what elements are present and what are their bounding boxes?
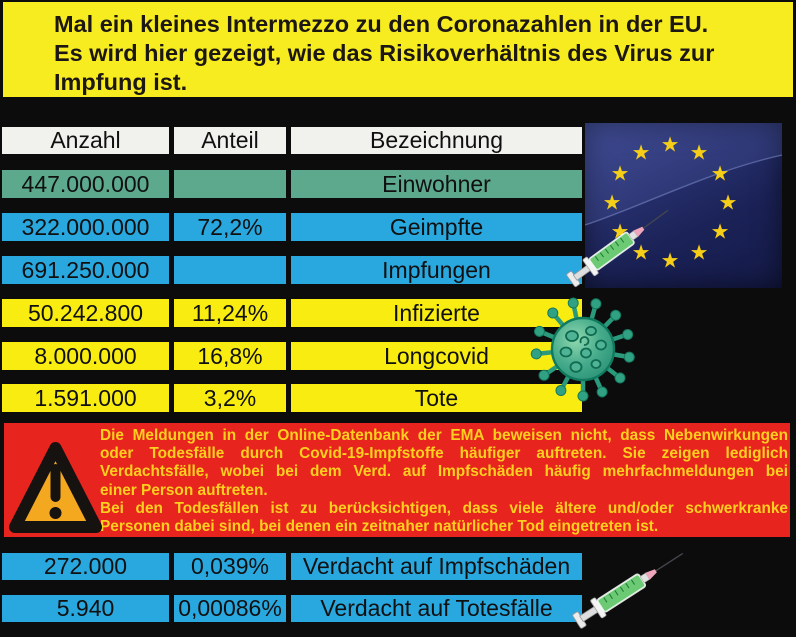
column-divider (169, 213, 174, 241)
cell-anzahl: 5.940 (56, 595, 115, 621)
column-divider (169, 342, 174, 370)
eu-star-icon (611, 164, 630, 185)
column-header-bezeichnung: Bezeichnung (370, 127, 503, 153)
eu-star-icon (690, 243, 709, 264)
cell-anzahl: 447.000.000 (21, 170, 150, 197)
column-divider (169, 384, 174, 412)
warning-line: Personen dabei sind, bei denen ein zeitn… (100, 518, 659, 536)
eu-star-icon (603, 193, 622, 214)
cell-anteil (174, 256, 286, 284)
cell-anzahl: 8.000.000 (34, 342, 137, 369)
eu-star-icon (690, 143, 709, 164)
cell-bezeichnung: Tote (414, 384, 459, 411)
cell-bezeichnung: Verdacht auf Impfschäden (302, 553, 571, 579)
cell-bezeichnung: Infizierte (393, 299, 480, 326)
column-divider (286, 384, 291, 412)
cell-bezeichnung: Einwohner (382, 170, 491, 197)
warning-line: oder Todesfälle durch Covid-19-Impfstoff… (100, 445, 788, 463)
cell-anteil: 11,24% (191, 299, 269, 326)
column-divider (169, 553, 174, 580)
title-box: Mal ein kleines Intermezzo zu den Corona… (3, 2, 793, 97)
cell-anzahl: 1.591.000 (34, 384, 137, 411)
cell-anteil: 3,2% (203, 384, 257, 411)
column-divider (286, 127, 291, 154)
column-divider (286, 170, 291, 198)
table-row: 1.591.000 3,2% Tote (2, 384, 582, 412)
table-row: 8.000.000 16,8% Longcovid (2, 342, 582, 370)
column-divider (286, 342, 291, 370)
eu-star-icon (632, 143, 651, 164)
column-header-anteil: Anteil (201, 127, 259, 153)
table-row: 691.250.000 Impfungen (2, 256, 582, 284)
column-divider (169, 256, 174, 284)
column-divider (286, 299, 291, 327)
warning-line: einer Person auftreten. (100, 481, 268, 499)
title-line: Mal ein kleines Intermezzo zu den Corona… (54, 11, 709, 37)
cell-anteil: 0,00086% (178, 595, 282, 621)
column-divider (169, 299, 174, 327)
eu-star-icon (632, 243, 651, 264)
cell-bezeichnung: Impfungen (382, 256, 491, 283)
warning-line: Verdachtsfälle, wobei bei dem Verd. auf … (100, 463, 788, 481)
table-row: 5.940 0,00086% Verdacht auf Totesfälle (2, 595, 582, 622)
table-row: 322.000.000 72,2% Geimpfte (2, 213, 582, 241)
eu-star-icon (711, 222, 730, 243)
title-line: Impfung ist. (54, 69, 188, 95)
cell-anteil: 0,039% (190, 553, 269, 579)
warning-line: Bei den Todesfällen ist zu berücksichtig… (100, 499, 788, 517)
eu-star-icon (661, 135, 680, 156)
cell-anzahl: 272.000 (43, 553, 128, 579)
column-divider (169, 595, 174, 622)
cell-bezeichnung: Longcovid (384, 342, 489, 369)
cell-anteil (174, 170, 286, 198)
table-header-row: Anzahl Anteil Bezeichnung (2, 127, 582, 154)
cell-bezeichnung: Geimpfte (389, 213, 484, 240)
cell-anteil: 16,8% (197, 342, 263, 369)
eu-star-icon (711, 164, 730, 185)
eu-star-icon (719, 193, 738, 214)
column-divider (286, 553, 291, 580)
table-row: 50.242.800 11,24% Infizierte (2, 299, 582, 327)
warning-line: Die Meldungen in der Online-Datenbank de… (100, 427, 788, 444)
warning-text: Die Meldungen in der Online-Datenbank de… (100, 427, 788, 536)
cell-anzahl: 50.242.800 (27, 299, 144, 326)
column-divider (286, 595, 291, 622)
title-line: Es wird hier gezeigt, wie das Risikoverh… (54, 40, 715, 66)
cell-bezeichnung: Verdacht auf Totesfälle (320, 595, 553, 621)
warning-box (4, 423, 790, 537)
table-row: 447.000.000 Einwohner (2, 170, 582, 198)
syringe-icon (569, 543, 690, 632)
eu-star-icon (661, 251, 680, 272)
column-divider (169, 170, 174, 198)
column-header-anzahl: Anzahl (50, 127, 121, 153)
eu-star-icon (611, 222, 630, 243)
cell-anteil: 72,2% (197, 213, 263, 240)
column-divider (169, 127, 174, 154)
cell-anzahl: 691.250.000 (21, 256, 150, 283)
table-row: 272.000 0,039% Verdacht auf Impfschäden (2, 553, 582, 580)
cell-anzahl: 322.000.000 (21, 213, 150, 240)
column-divider (286, 256, 291, 284)
eu-flag (585, 123, 782, 288)
column-divider (286, 213, 291, 241)
